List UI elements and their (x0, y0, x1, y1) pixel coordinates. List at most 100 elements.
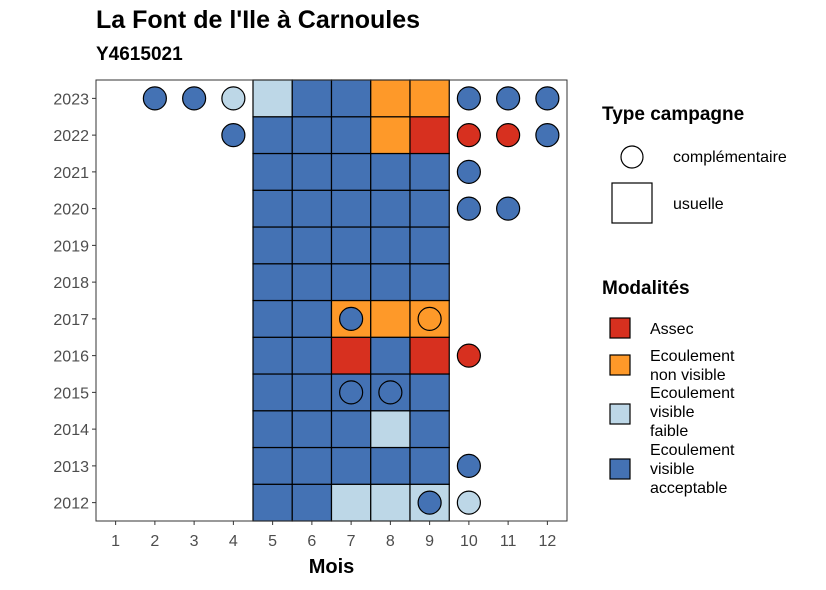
tile-2017-6 (291, 299, 333, 338)
tile-2020-6 (291, 189, 333, 228)
tile-2021-5 (252, 152, 293, 191)
y-tick-label: 2018 (53, 275, 89, 292)
tile-2018-6 (291, 263, 333, 302)
point-2022-12 (535, 123, 560, 148)
point-2023-3 (182, 86, 207, 111)
point-2017-7 (339, 306, 364, 331)
point-2012-9 (417, 490, 442, 515)
point-2021-10 (456, 159, 481, 184)
legend-key-ecoulement-non-visible (609, 354, 631, 376)
x-tick-label: 10 (460, 533, 478, 550)
shape-legend-keys (611, 145, 653, 224)
y-tick-label: 2016 (53, 349, 89, 366)
tile-2019-9 (409, 226, 450, 265)
point-2017-9 (417, 306, 442, 331)
point-2020-10 (456, 196, 481, 221)
tile-2012-6 (291, 483, 333, 522)
tile-2022-6 (291, 116, 333, 155)
point-2023-12 (535, 86, 560, 111)
x-tick-label: 8 (386, 533, 395, 550)
x-tick-label: 6 (307, 533, 316, 550)
tile-2020-9 (409, 189, 450, 228)
x-tick-label: 5 (268, 533, 277, 550)
tile-2014-5 (252, 410, 293, 449)
legend-key-ecoulement-visible-acceptable (609, 458, 631, 480)
tile-2013-6 (291, 446, 333, 485)
tile-2018-9 (409, 263, 450, 302)
tile-2020-5 (252, 189, 293, 228)
point-2023-4 (221, 86, 246, 111)
tile-2016-9 (409, 336, 450, 375)
tile-2015-6 (291, 373, 333, 412)
tile-2018-5 (252, 263, 293, 302)
point-2022-11 (496, 123, 521, 148)
x-tick-label: 1 (111, 533, 120, 550)
y-tick-label: 2022 (53, 128, 89, 145)
y-tick-label: 2021 (53, 165, 89, 182)
tile-2023-9 (409, 79, 450, 118)
legend-label-ecoulement-non-visible: Ecoulement non visible (650, 348, 735, 384)
tile-2021-9 (409, 152, 450, 191)
tile-2018-8 (370, 263, 411, 302)
tile-2022-8 (370, 116, 411, 155)
tile-2014-9 (409, 410, 450, 449)
x-tick-label: 3 (190, 533, 199, 550)
tile-2015-9 (409, 373, 450, 412)
point-2023-10 (456, 86, 481, 111)
legend-key-assec (609, 317, 631, 339)
y-tick-label: 2015 (53, 385, 89, 402)
tile-2021-7 (330, 152, 372, 191)
legend-label-ecoulement-visible-faible: Ecoulement visible faible (650, 385, 735, 440)
tile-2014-7 (330, 410, 372, 449)
legend-key-ecoulement-visible-faible (609, 403, 631, 425)
tile-2012-8 (370, 483, 411, 522)
tile-2013-7 (330, 446, 372, 485)
legend-label-assec: Assec (650, 321, 694, 338)
x-tick-label: 11 (500, 533, 517, 550)
color-legend-keys (609, 317, 631, 480)
tile-2019-6 (291, 226, 333, 265)
point-2013-10 (456, 453, 481, 478)
y-tick-label: 2019 (53, 238, 89, 255)
legend-circle-icon (620, 145, 644, 169)
tile-2022-7 (330, 116, 372, 155)
tile-2017-8 (370, 299, 411, 338)
point-2016-10 (456, 343, 481, 368)
y-tick-label: 2013 (53, 459, 89, 476)
point-2022-10 (456, 123, 481, 148)
point-2023-2 (142, 86, 167, 111)
legend-title-type-campagne: Type campagne (602, 104, 745, 125)
tile-2014-8 (370, 410, 411, 449)
tile-2014-6 (291, 410, 333, 449)
x-tick-label: 7 (347, 533, 356, 550)
point-2020-11 (496, 196, 521, 221)
legend-title-modalites: Modalités (602, 278, 690, 299)
tile-2022-5 (252, 116, 293, 155)
tile-2016-8 (370, 336, 411, 375)
tile-2019-5 (252, 226, 293, 265)
tile-2019-7 (330, 226, 372, 265)
tile-2021-6 (291, 152, 333, 191)
point-2015-8 (378, 380, 403, 405)
point-2015-7 (339, 380, 364, 405)
tile-2022-9 (409, 116, 450, 155)
tile-2019-8 (370, 226, 411, 265)
y-tick-label: 2012 (53, 496, 89, 513)
tile-2013-8 (370, 446, 411, 485)
point-2023-11 (496, 86, 521, 111)
tile-2016-7 (330, 336, 372, 375)
legend-label-usuelle: usuelle (673, 196, 724, 213)
point-2012-10 (456, 490, 481, 515)
tile-2012-7 (330, 483, 372, 522)
y-tick-label: 2023 (53, 91, 89, 108)
tile-2013-9 (409, 446, 450, 485)
x-tick-label: 9 (425, 533, 434, 550)
tile-2016-5 (252, 336, 293, 375)
chart-subtitle: Y4615021 (96, 44, 183, 65)
tile-2023-6 (291, 79, 333, 118)
x-tick-label: 2 (150, 533, 159, 550)
legend-label-complementaire: complémentaire (673, 149, 787, 166)
x-tick-label: 12 (538, 533, 556, 550)
plot-border (95, 79, 568, 522)
